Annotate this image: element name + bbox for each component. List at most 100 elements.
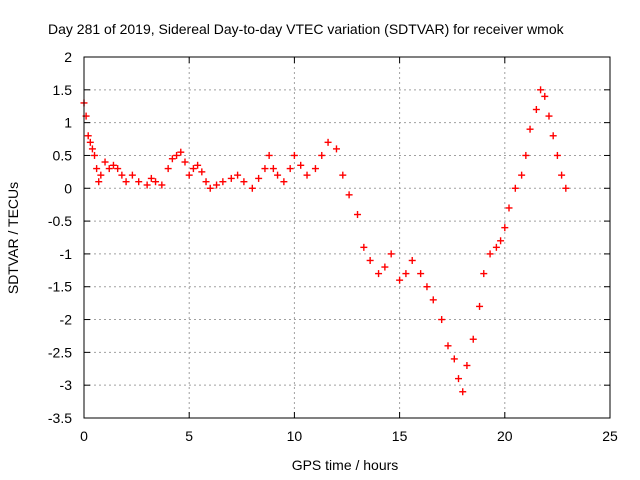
chart-title: Day 281 of 2019, Sidereal Day-to-day VTE… xyxy=(48,21,565,37)
data-point xyxy=(455,375,463,383)
y-tick-label: -0.5 xyxy=(48,213,72,229)
data-point xyxy=(526,125,534,133)
data-point xyxy=(128,171,136,179)
data-point xyxy=(227,174,235,182)
data-point xyxy=(280,178,288,186)
x-tick-label: 20 xyxy=(497,428,513,444)
data-point xyxy=(549,132,557,140)
data-point xyxy=(492,243,500,251)
y-tick-label: -2.5 xyxy=(48,344,72,360)
data-point xyxy=(486,250,494,258)
data-point xyxy=(265,151,273,159)
data-point xyxy=(396,276,404,284)
x-tick-label: 5 xyxy=(185,428,193,444)
data-point xyxy=(459,388,467,396)
data-point xyxy=(332,145,340,153)
data-point xyxy=(360,243,368,251)
data-point xyxy=(354,211,362,219)
data-point xyxy=(261,165,269,173)
data-point xyxy=(476,302,484,310)
data-point xyxy=(147,174,155,182)
data-point xyxy=(255,174,263,182)
data-point xyxy=(173,151,181,159)
data-point xyxy=(480,270,488,278)
data-point xyxy=(429,296,437,304)
data-point xyxy=(562,184,570,192)
y-tick-label: -3 xyxy=(60,377,73,393)
data-point xyxy=(463,361,471,369)
x-axis-label: GPS time / hours xyxy=(292,457,399,473)
data-point xyxy=(290,151,298,159)
data-point xyxy=(91,151,99,159)
data-point xyxy=(97,171,105,179)
x-tick-label: 10 xyxy=(287,428,303,444)
data-point xyxy=(417,270,425,278)
data-point xyxy=(168,155,176,163)
data-point xyxy=(213,181,221,189)
x-tick-label: 25 xyxy=(602,428,618,444)
data-point xyxy=(311,165,319,173)
grid-lines xyxy=(84,57,610,418)
data-point xyxy=(505,204,513,212)
plot-area-border xyxy=(83,56,611,419)
data-point xyxy=(501,224,509,232)
data-point xyxy=(318,151,326,159)
data-point xyxy=(558,171,566,179)
data-point xyxy=(198,168,206,176)
data-point xyxy=(381,263,389,271)
data-point xyxy=(118,171,126,179)
data-point xyxy=(553,151,561,159)
data-point xyxy=(518,171,526,179)
data-point xyxy=(324,138,332,146)
data-point xyxy=(206,184,214,192)
data-point xyxy=(219,178,227,186)
data-point xyxy=(86,138,94,146)
data-point xyxy=(541,92,549,100)
y-tick-label: 2 xyxy=(64,49,72,65)
y-tick-label: -2 xyxy=(60,312,73,328)
x-tick-label: 15 xyxy=(392,428,408,444)
data-point xyxy=(274,171,282,179)
data-point xyxy=(181,158,189,166)
data-point xyxy=(438,316,446,324)
data-point xyxy=(194,161,202,169)
data-point xyxy=(469,335,477,343)
data-point xyxy=(152,178,160,186)
data-point xyxy=(248,184,256,192)
data-point xyxy=(297,161,305,169)
data-point xyxy=(158,181,166,189)
data-point xyxy=(423,283,431,291)
data-point xyxy=(240,178,248,186)
y-tick-label: -3.5 xyxy=(48,410,72,426)
data-point xyxy=(286,165,294,173)
axis-ticks: 0 5 10 15 20 25 2 1.5 1 0.5 0 -0.5 -1 -1.5 -2 -2.5 -3 -3.… xyxy=(48,49,618,444)
data-point xyxy=(109,161,117,169)
data-point xyxy=(511,184,519,192)
data-point xyxy=(497,237,505,245)
data-point xyxy=(402,270,410,278)
y-tick-label: 1.5 xyxy=(53,82,73,98)
data-point xyxy=(339,171,347,179)
data-point xyxy=(375,270,383,278)
data-point xyxy=(202,178,210,186)
data-point xyxy=(105,165,113,173)
y-tick-label: -1.5 xyxy=(48,279,72,295)
data-point xyxy=(269,165,277,173)
data-series xyxy=(80,86,570,396)
y-axis-label: SDTVAR / TECUs xyxy=(5,182,21,294)
data-point xyxy=(122,178,130,186)
x-tick-label: 0 xyxy=(80,428,88,444)
data-point xyxy=(303,171,311,179)
data-point xyxy=(366,256,374,264)
data-point xyxy=(93,165,101,173)
data-point xyxy=(189,165,197,173)
data-point xyxy=(88,145,96,153)
data-point xyxy=(114,165,122,173)
data-point xyxy=(101,158,109,166)
data-point xyxy=(532,106,540,114)
data-point xyxy=(177,148,185,156)
data-point xyxy=(450,355,458,363)
data-point xyxy=(234,171,242,179)
